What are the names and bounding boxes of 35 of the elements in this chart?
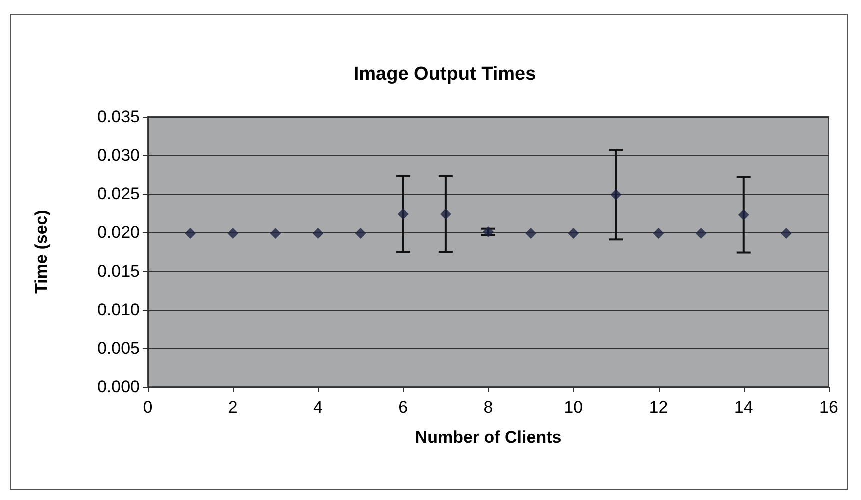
chart-title: Image Output Times (354, 64, 536, 85)
point (228, 228, 239, 239)
x-axis-title: Number of Clients (415, 428, 562, 447)
y-tick-label: 0.025 (97, 184, 140, 204)
y-axis-title: Time (sec) (32, 210, 51, 294)
point (696, 228, 707, 239)
y-tick-label: 0.000 (97, 378, 140, 396)
point (610, 189, 622, 200)
x-tick-label: 2 (228, 398, 238, 417)
x-tick-label: 16 (820, 398, 838, 417)
point (653, 228, 664, 239)
y-tick-label: 0.015 (97, 262, 140, 281)
point (398, 208, 409, 220)
y-tick-label: 0.010 (97, 300, 140, 320)
point (270, 228, 282, 239)
x-tick-label: 10 (564, 398, 584, 417)
point (483, 226, 494, 238)
point (185, 228, 196, 239)
point (568, 228, 580, 239)
y-tick-label: 0.030 (97, 146, 140, 166)
x-tick-label: 8 (484, 398, 494, 417)
point (526, 228, 537, 239)
point (312, 228, 324, 239)
x-tick-label: 0 (143, 398, 153, 417)
y-tick-label: 0.035 (97, 108, 140, 126)
x-tick-label: 6 (398, 398, 408, 417)
point (780, 228, 792, 239)
point (355, 228, 366, 239)
x-tick-label: 4 (314, 398, 323, 417)
y-tick-label: 0.005 (97, 338, 140, 358)
x-tick-label: 12 (649, 398, 668, 417)
point (738, 209, 750, 220)
x-tick-label: 14 (734, 398, 754, 417)
point (440, 208, 452, 220)
y-tick-label: 0.020 (97, 223, 140, 242)
